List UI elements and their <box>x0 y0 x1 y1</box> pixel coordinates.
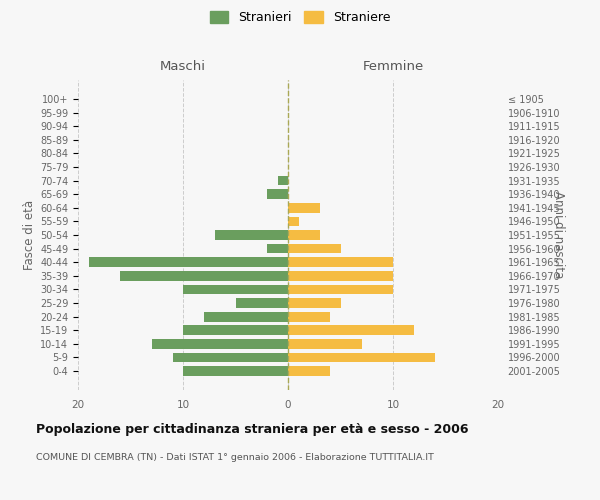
Bar <box>288 366 330 376</box>
Bar <box>88 258 288 267</box>
Text: COMUNE DI CEMBRA (TN) - Dati ISTAT 1° gennaio 2006 - Elaborazione TUTTITALIA.IT: COMUNE DI CEMBRA (TN) - Dati ISTAT 1° ge… <box>36 452 434 462</box>
Bar <box>183 326 288 335</box>
Bar <box>267 190 288 199</box>
Text: Maschi: Maschi <box>160 60 206 72</box>
Bar <box>151 339 288 348</box>
Bar <box>288 326 414 335</box>
Bar <box>288 203 320 212</box>
Bar <box>183 284 288 294</box>
Text: Popolazione per cittadinanza straniera per età e sesso - 2006: Popolazione per cittadinanza straniera p… <box>36 422 469 436</box>
Bar <box>288 312 330 322</box>
Bar <box>204 312 288 322</box>
Bar <box>173 352 288 362</box>
Bar <box>235 298 288 308</box>
Y-axis label: Anni di nascita: Anni di nascita <box>552 192 565 278</box>
Bar <box>288 284 393 294</box>
Bar <box>277 176 288 186</box>
Text: Femmine: Femmine <box>362 60 424 72</box>
Bar <box>288 352 435 362</box>
Y-axis label: Fasce di età: Fasce di età <box>23 200 36 270</box>
Bar <box>288 258 393 267</box>
Bar <box>120 271 288 280</box>
Bar <box>267 244 288 254</box>
Bar <box>288 216 299 226</box>
Bar <box>288 271 393 280</box>
Bar <box>215 230 288 240</box>
Bar <box>288 230 320 240</box>
Bar <box>288 244 341 254</box>
Bar <box>183 366 288 376</box>
Bar <box>288 339 361 348</box>
Bar <box>288 298 341 308</box>
Legend: Stranieri, Straniere: Stranieri, Straniere <box>205 6 395 29</box>
